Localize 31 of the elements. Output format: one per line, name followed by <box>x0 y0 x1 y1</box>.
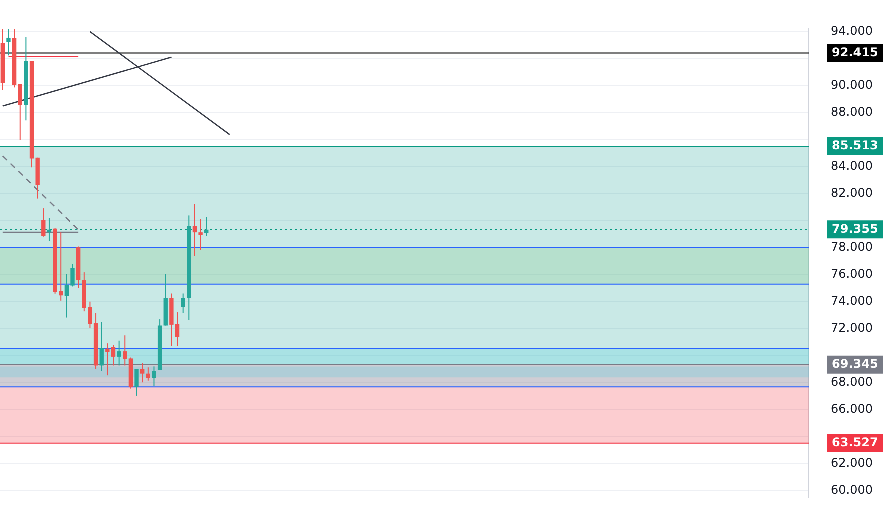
candlestick <box>42 208 46 238</box>
y-tick-label: 82.000 <box>831 186 873 200</box>
candlestick <box>18 84 22 141</box>
ref-line-label: 63.527 <box>832 436 878 450</box>
candlestick <box>117 340 122 366</box>
y-tick-label: 72.000 <box>831 321 873 336</box>
candlestick <box>204 216 209 237</box>
candlestick <box>100 322 104 372</box>
candlestick <box>192 204 198 257</box>
y-tick-label: 74.000 <box>831 294 873 308</box>
candlestick <box>140 362 145 384</box>
y-tick-label: 76.000 <box>831 267 873 282</box>
y-tick-label: 62.000 <box>831 456 873 470</box>
y-tick-label: 60.000 <box>831 483 873 498</box>
ref-line-label: 92.415 <box>832 45 878 60</box>
y-tick-label: 94.000 <box>831 24 873 38</box>
y-tick-label: 66.000 <box>831 402 873 416</box>
y-tick-label: 90.000 <box>831 78 873 92</box>
candlestick <box>134 368 139 396</box>
candlestick <box>6 28 11 56</box>
y-tick-label: 88.000 <box>831 105 873 120</box>
candlestick <box>181 293 186 314</box>
candlestick <box>123 335 128 366</box>
ref-line-label: 69.345 <box>832 356 878 371</box>
candlestick <box>198 218 203 251</box>
y-tick-label: 68.000 <box>831 375 873 390</box>
y-tick-label: 84.000 <box>831 159 873 174</box>
ref-line-label: 79.355 <box>832 222 878 236</box>
candlestick <box>152 366 156 387</box>
y-tick-label: 78.000 <box>831 240 873 254</box>
ref-line-label: 85.513 <box>832 138 878 153</box>
